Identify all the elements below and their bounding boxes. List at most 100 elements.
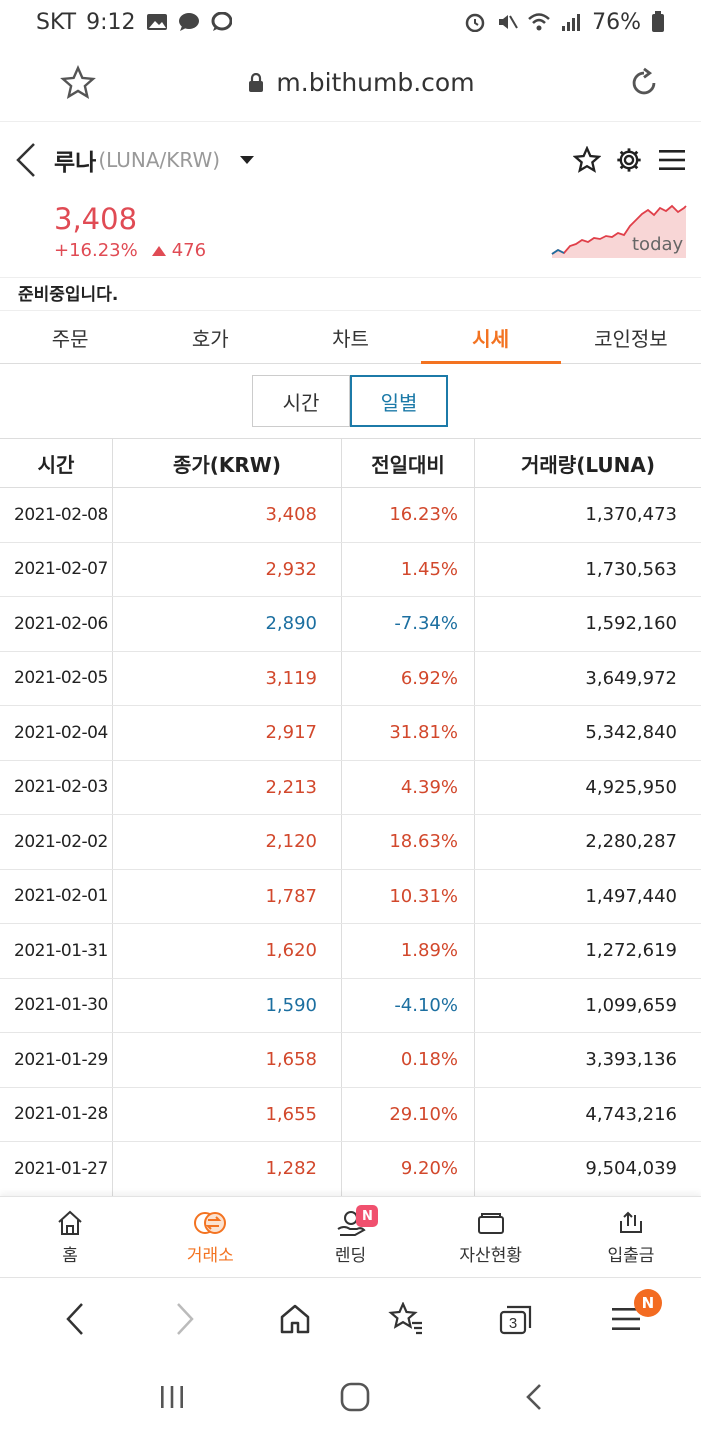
tab-order[interactable]: 주문	[51, 326, 89, 351]
row-close-price: 2,213	[113, 760, 342, 814]
nav-exchange[interactable]: 거래소	[140, 1197, 280, 1277]
table-row: 2021-02-05 3,119 6.92% 3,649,972	[0, 651, 701, 706]
settings-gear-icon[interactable]	[615, 146, 643, 174]
url-field[interactable]: m.bithumb.com	[248, 68, 475, 97]
row-date: 2021-02-06	[0, 597, 113, 651]
clock-label: 9:12	[86, 9, 136, 35]
browser-back-button[interactable]	[45, 1289, 105, 1349]
tab-coin-info[interactable]: 코인정보	[594, 326, 668, 351]
signal-icon	[562, 14, 581, 31]
nav-lending[interactable]: N 렌딩	[280, 1197, 420, 1277]
row-volume: 4,743,216	[585, 1103, 677, 1125]
price-summary: 3,408 +16.23% 476 today	[0, 196, 701, 278]
row-volume: 1,370,473	[585, 504, 677, 526]
system-back-icon[interactable]	[523, 1382, 545, 1412]
row-change-percent: 29.10%	[342, 1087, 475, 1141]
row-volume: 5,342,840	[585, 722, 677, 744]
tab-chart[interactable]: 차트	[332, 326, 369, 351]
price-sparkline	[551, 204, 687, 258]
change-amount-wrap: 476	[151, 240, 206, 261]
price-change: +16.23% 476	[54, 240, 206, 261]
chevron-right-icon	[177, 1303, 194, 1335]
row-volume: 9,504,039	[585, 1158, 677, 1180]
row-date: 2021-01-28	[0, 1087, 113, 1141]
nav-home-label: 홈	[62, 1245, 78, 1266]
hamburger-menu-icon	[611, 1308, 640, 1330]
system-home-icon[interactable]	[340, 1382, 370, 1412]
hamburger-menu-icon[interactable]	[657, 147, 687, 173]
header-close: 종가(KRW)	[113, 439, 342, 487]
browser-home-button[interactable]	[265, 1289, 325, 1349]
segment-daily-button[interactable]: 일별	[350, 375, 448, 427]
row-close-price: 1,787	[113, 869, 342, 923]
row-volume: 1,099,659	[585, 994, 677, 1016]
table-row: 2021-02-02 2,120 18.63% 2,280,287	[0, 815, 701, 870]
row-date: 2021-02-04	[0, 706, 113, 760]
sparkline-today-label: today	[632, 234, 684, 255]
notice-text: 준비중입니다.	[18, 285, 119, 305]
nav-transfer[interactable]: 입출금	[561, 1197, 701, 1277]
mute-icon	[499, 15, 518, 29]
nav-lending-label: 렌딩	[334, 1245, 367, 1266]
row-date: 2021-02-02	[0, 815, 113, 869]
current-price: 3,408	[54, 202, 138, 236]
browser-toolbar: 3 N	[0, 1280, 701, 1358]
nav-assets-label: 자산현황	[459, 1245, 522, 1266]
row-change-percent: 6.92%	[342, 651, 475, 705]
transfer-icon	[619, 1211, 642, 1233]
row-change-percent: 1.89%	[342, 924, 475, 978]
row-date: 2021-02-07	[0, 542, 113, 596]
nav-home[interactable]: 홈	[0, 1197, 140, 1277]
gallery-notification-icon	[146, 14, 167, 30]
row-volume: 1,497,440	[585, 885, 677, 907]
row-close-price: 3,119	[113, 651, 342, 705]
battery-icon	[652, 11, 664, 32]
row-volume: 2,280,287	[585, 831, 677, 853]
recent-apps-icon[interactable]	[157, 1383, 187, 1411]
chevron-left-icon	[66, 1303, 83, 1335]
back-arrow-icon[interactable]	[14, 141, 38, 179]
row-date: 2021-01-29	[0, 1033, 113, 1087]
url-text: m.bithumb.com	[276, 68, 475, 97]
bookmark-star-icon[interactable]	[60, 64, 96, 101]
row-close-price: 1,658	[113, 1033, 342, 1087]
row-volume: 1,592,160	[585, 613, 677, 635]
nav-assets[interactable]: 자산현황	[421, 1197, 561, 1277]
period-segment: 시간 일별	[252, 375, 448, 427]
row-close-price: 2,932	[113, 542, 342, 596]
table-row: 2021-02-06 2,890 -7.34% 1,592,160	[0, 597, 701, 652]
nav-transfer-label: 입출금	[607, 1245, 655, 1266]
up-triangle-icon	[151, 245, 166, 256]
coin-pair: (LUNA/KRW)	[98, 148, 221, 172]
table-row: 2021-02-07 2,932 1.45% 1,730,563	[0, 542, 701, 597]
row-change-percent: 9.20%	[342, 1142, 475, 1196]
tab-count: 3	[509, 1315, 517, 1332]
row-change-percent: 0.18%	[342, 1033, 475, 1087]
lock-icon	[249, 72, 264, 92]
favorite-star-icon[interactable]	[573, 146, 601, 174]
alarm-icon	[465, 13, 485, 32]
tab-market-price[interactable]: 시세	[420, 311, 562, 364]
table-row: 2021-02-04 2,917 31.81% 5,342,840	[0, 706, 701, 761]
row-date: 2021-02-05	[0, 651, 113, 705]
browser-bookmarks-button[interactable]	[376, 1289, 436, 1349]
row-change-percent: 4.39%	[342, 760, 475, 814]
browser-forward-button[interactable]	[155, 1289, 215, 1349]
segment-time-button[interactable]: 시간	[252, 375, 350, 427]
header-time: 시간	[0, 439, 113, 487]
tab-orderbook[interactable]: 호가	[191, 326, 229, 351]
browser-menu-button[interactable]: N	[596, 1289, 662, 1349]
reload-icon[interactable]	[627, 66, 661, 100]
carrier-label: SKT	[36, 9, 77, 35]
browser-tabs-button[interactable]: 3	[486, 1289, 546, 1349]
system-nav-bar	[0, 1362, 701, 1432]
table-body: 2021-02-08 3,408 16.23% 1,370,473 2021-02-07…	[0, 488, 701, 1197]
row-change-percent: -7.34%	[342, 597, 475, 651]
table-row: 2021-01-29 1,658 0.18% 3,393,136	[0, 1033, 701, 1088]
row-close-price: 1,590	[113, 978, 342, 1032]
coin-dropdown-icon[interactable]	[226, 150, 266, 170]
coin-name: 루나	[54, 150, 97, 176]
row-volume: 4,925,950	[585, 776, 677, 798]
row-close-price: 2,890	[113, 597, 342, 651]
menu-new-badge: N	[633, 1289, 662, 1317]
